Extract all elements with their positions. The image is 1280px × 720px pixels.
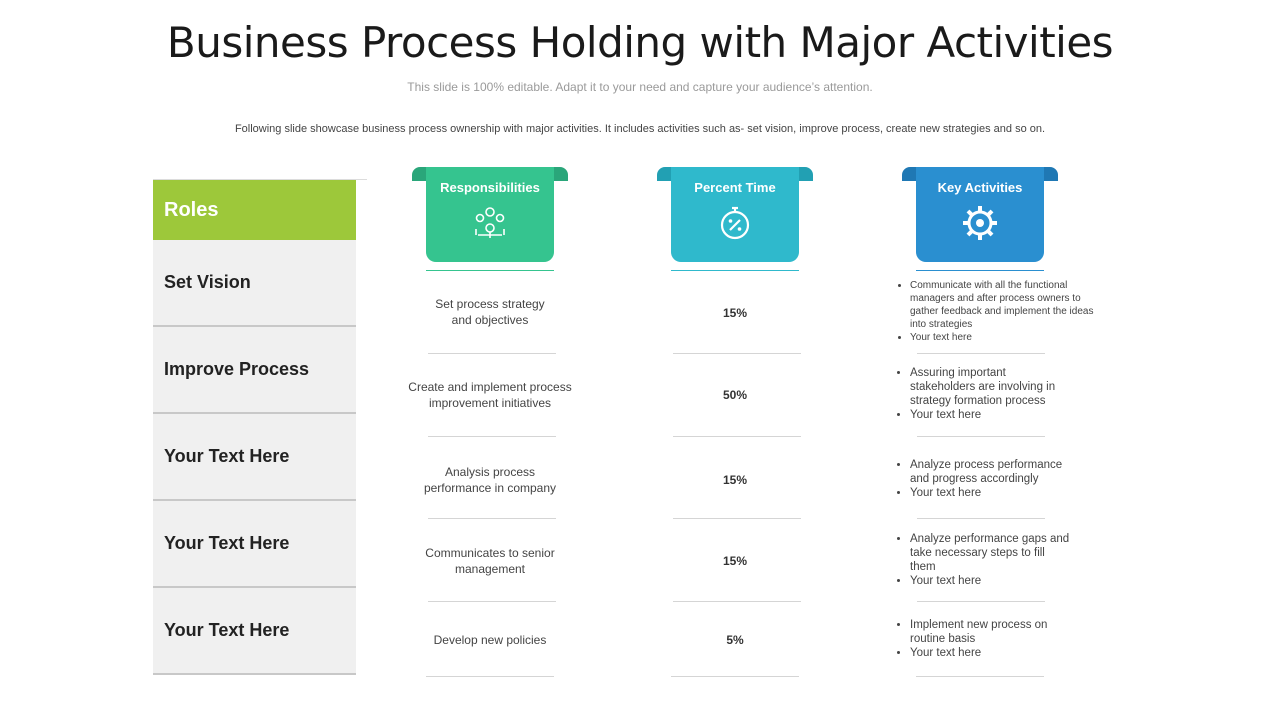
responsibility-cell: Develop new policies xyxy=(400,632,580,648)
cell-line: Communicates to senior xyxy=(425,546,555,560)
row-divider xyxy=(673,518,801,519)
activity-bullet: Implement new process on routine basis xyxy=(910,618,1070,646)
cell-line: management xyxy=(454,562,526,576)
roles-column: Roles Set Vision Improve Process Your Te… xyxy=(153,180,356,675)
roles-top-divider xyxy=(153,179,367,180)
header-box xyxy=(916,167,1044,262)
activity-bullet: Your text here xyxy=(910,574,1070,588)
activity-bullet: Your text here xyxy=(910,646,1070,660)
key-activities-underline xyxy=(916,270,1044,271)
header-box xyxy=(426,167,554,262)
percent-cell: 15% xyxy=(722,554,748,568)
cell-line: performance in company xyxy=(423,481,557,495)
row-divider xyxy=(917,436,1045,437)
row-divider xyxy=(673,353,801,354)
activity-cell: Assuring important stakeholders are invo… xyxy=(890,366,1070,422)
row-divider xyxy=(428,353,556,354)
responsibilities-label: Responsibilities xyxy=(440,180,540,195)
responsibility-cell: Communicates to senior management xyxy=(400,545,580,577)
percent-time-header: Percent Time xyxy=(657,167,813,263)
cell-line: Develop new policies xyxy=(433,633,547,647)
stopwatch-percent-icon xyxy=(720,206,750,240)
row-divider xyxy=(917,601,1045,602)
cell-line: and objectives xyxy=(451,313,529,327)
key-activities-header: Key Activities xyxy=(902,167,1058,263)
percent-cell: 50% xyxy=(722,388,748,402)
row-divider xyxy=(426,676,554,677)
activity-cell: Analyze process performance and progress… xyxy=(890,458,1080,500)
responsibility-cell: Create and implement process improvement… xyxy=(400,379,580,411)
role-cell: Improve Process xyxy=(153,327,356,414)
page-subtitle: This slide is 100% editable. Adapt it to… xyxy=(407,80,873,94)
cell-line: Analysis process xyxy=(444,465,536,479)
page-title: Business Process Holding with Major Acti… xyxy=(166,18,1114,67)
people-balance-icon xyxy=(475,207,505,238)
percent-cell: 15% xyxy=(722,306,748,320)
activity-cell: Implement new process on routine basis Y… xyxy=(890,618,1070,660)
key-activities-label: Key Activities xyxy=(937,180,1023,195)
responsibility-cell: Set process strategy and objectives xyxy=(400,296,580,328)
header-box xyxy=(671,167,799,262)
row-divider xyxy=(673,436,801,437)
responsibility-cell: Analysis process performance in company xyxy=(400,464,580,496)
role-cell: Your Text Here xyxy=(153,414,356,501)
row-divider xyxy=(917,353,1045,354)
responsibilities-header: Responsibilities xyxy=(412,167,568,263)
activity-bullet: Your text here xyxy=(910,486,1080,500)
percent-time-label: Percent Time xyxy=(694,180,776,195)
row-divider xyxy=(428,601,556,602)
row-divider xyxy=(917,518,1045,519)
activity-bullet: Analyze performance gaps and take necess… xyxy=(910,532,1070,574)
row-divider xyxy=(671,676,799,677)
role-cell: Your Text Here xyxy=(153,501,356,588)
cell-line: Set process strategy xyxy=(435,297,545,311)
roles-header: Roles xyxy=(153,180,356,240)
percent-cell: 15% xyxy=(722,473,748,487)
activity-bullet: Analyze process performance and progress… xyxy=(910,458,1080,486)
row-divider xyxy=(428,436,556,437)
gear-icon xyxy=(963,206,997,240)
role-cell: Set Vision xyxy=(153,240,356,327)
page-description: Following slide showcase business proces… xyxy=(234,123,1046,135)
cell-line: improvement initiatives xyxy=(428,396,552,410)
percent-cell: 5% xyxy=(726,633,744,647)
activity-bullet: Communicate with all the functional mana… xyxy=(910,279,1100,331)
row-divider xyxy=(428,518,556,519)
cell-line: Create and implement process xyxy=(408,380,572,394)
activity-cell: Analyze performance gaps and take necess… xyxy=(890,532,1070,588)
role-cell: Your Text Here xyxy=(153,588,356,675)
row-divider xyxy=(673,601,801,602)
percent-time-underline xyxy=(671,270,799,271)
row-divider xyxy=(916,676,1044,677)
responsibilities-underline xyxy=(426,270,554,271)
activity-bullet: Assuring important stakeholders are invo… xyxy=(910,366,1070,408)
activity-bullet: Your text here xyxy=(910,331,1100,344)
activity-cell: Communicate with all the functional mana… xyxy=(890,279,1100,344)
activity-bullet: Your text here xyxy=(910,408,1070,422)
